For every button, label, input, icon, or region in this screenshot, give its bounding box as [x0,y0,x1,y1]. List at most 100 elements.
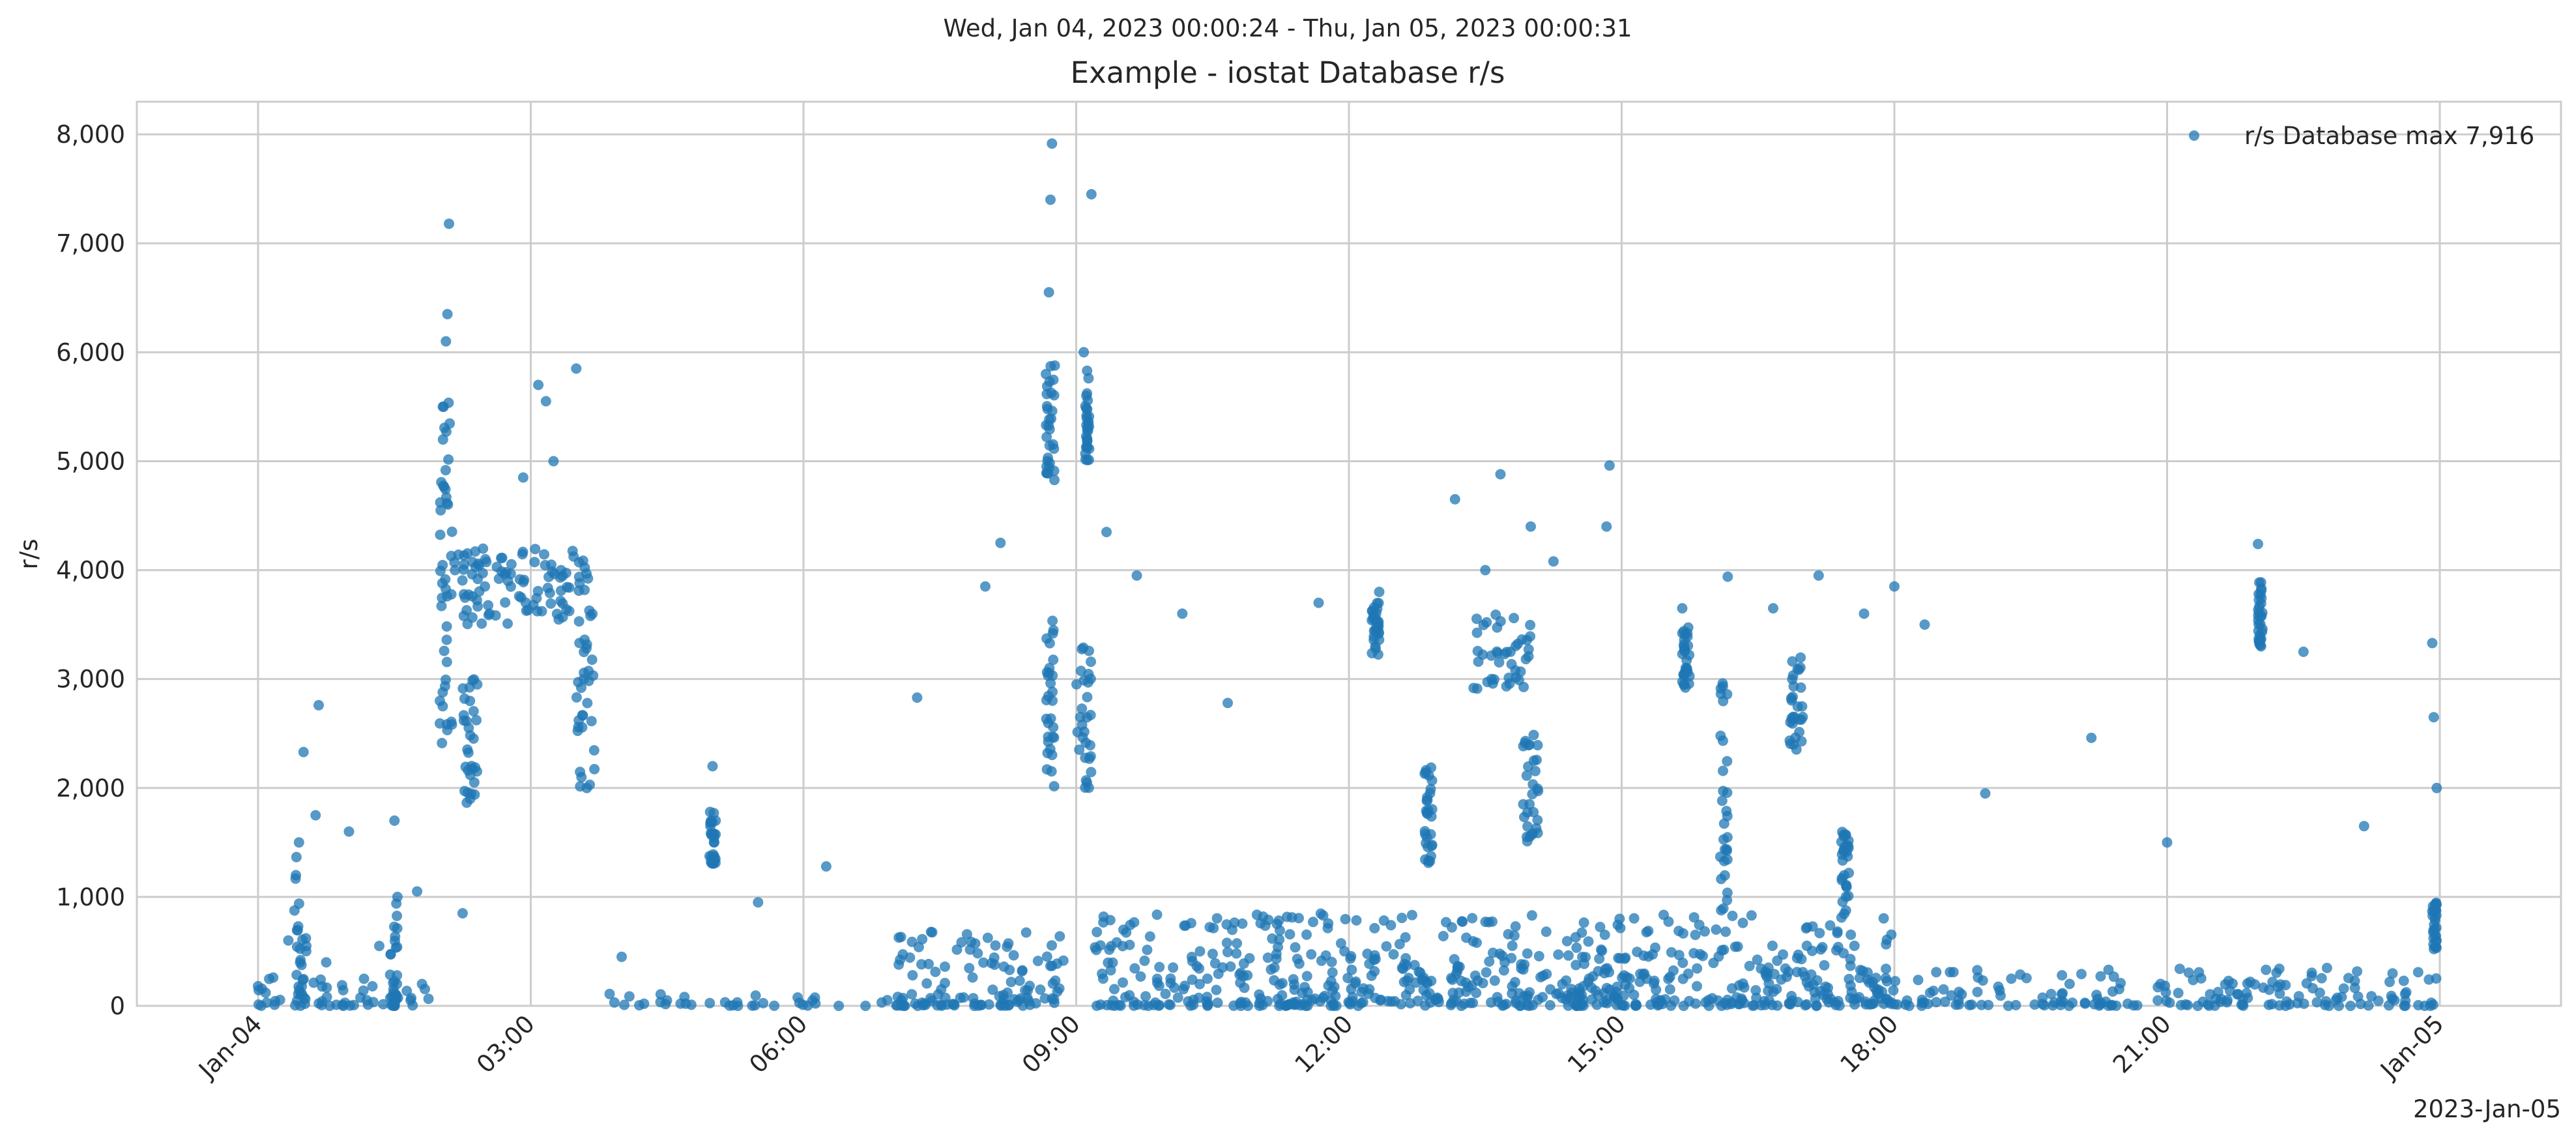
data-point [1169,982,1180,993]
data-point [1722,895,1733,905]
data-point [704,997,716,1008]
data-point [1423,842,1433,853]
data-point [1273,915,1284,926]
data-point [1446,998,1457,1008]
data-point [2256,585,2267,596]
data-point [291,969,302,980]
data-point [1718,786,1729,797]
data-point [1690,998,1701,1009]
data-point [964,963,975,974]
data-point [1651,984,1662,995]
data-point [2345,1001,2356,1011]
data-point [476,618,487,629]
data-point [539,549,549,560]
data-point [1510,921,1521,932]
data-point [1180,920,1191,931]
data-point [2003,1001,2014,1011]
data-point [1239,982,1250,993]
data-point [1447,974,1458,985]
data-point [1187,974,1198,985]
data-point [291,851,302,862]
data-point [1289,979,1299,990]
data-point [1836,849,1847,860]
data-point [358,985,369,996]
data-point [450,565,461,576]
data-point [1544,1000,1556,1010]
data-point [987,984,998,995]
data-point [1471,627,1483,638]
data-point [1716,795,1728,806]
data-point [1881,963,1892,975]
data-point [1767,940,1778,951]
data-point [976,999,987,1010]
data-point [1471,988,1482,999]
data-point [913,941,924,952]
data-point [1225,961,1236,972]
data-point [1578,917,1589,928]
data-point [562,581,573,593]
data-point [921,978,933,989]
chart-suptitle: Wed, Jan 04, 2023 00:00:24 - Thu, Jan 05… [943,14,1632,42]
data-point [758,997,769,1008]
data-point [465,793,476,804]
data-point [1081,712,1092,723]
data-point [710,815,721,826]
data-point [1484,956,1495,967]
data-point [1583,936,1594,947]
data-point [1718,834,1729,845]
data-point [556,565,566,576]
data-point [343,826,355,837]
data-point [1467,913,1478,924]
point-cloud [289,851,312,1011]
data-point [1717,735,1728,746]
data-point [1795,652,1806,663]
data-point [2164,997,2175,1008]
data-point [1269,975,1280,986]
data-point [1719,997,1730,1008]
data-point [1624,973,1635,984]
data-point [1095,999,1106,1010]
data-point [577,722,588,733]
data-point [1327,985,1338,996]
data-point [1308,917,1318,928]
data-point [1683,968,1694,979]
data-point [493,573,504,584]
data-point [298,746,309,757]
data-point [1194,963,1205,974]
data-point [362,999,373,1010]
data-point [521,605,532,616]
data-point [1819,960,1830,971]
data-point [1047,628,1058,639]
data-point [1506,658,1517,669]
data-point [575,767,586,778]
data-point [2242,978,2253,989]
data-point [1262,952,1273,963]
data-point [1471,613,1482,624]
data-point [1078,642,1089,653]
data-point [1081,403,1092,414]
data-point [1781,971,1792,982]
data-point [897,1000,908,1011]
data-point [1532,740,1543,751]
data-point [457,908,468,918]
data-point [1092,926,1103,937]
data-point [1635,968,1646,979]
data-point [2132,1000,2143,1011]
data-point [1039,993,1050,1004]
y-tick-label: 5,000 [56,447,125,475]
data-point [1006,977,1017,988]
data-point [2253,595,2265,606]
data-point [1286,912,1297,923]
data-point [1315,908,1326,919]
data-point [440,465,451,476]
data-point [1032,956,1043,967]
data-point [1630,1000,1641,1011]
data-point [1750,985,1761,996]
data-point [1844,868,1855,879]
data-point [2266,999,2278,1010]
data-point [2384,977,2395,988]
data-point [980,581,991,592]
data-point [1683,679,1694,689]
data-point [1128,996,1139,1007]
data-point [2343,973,2354,984]
